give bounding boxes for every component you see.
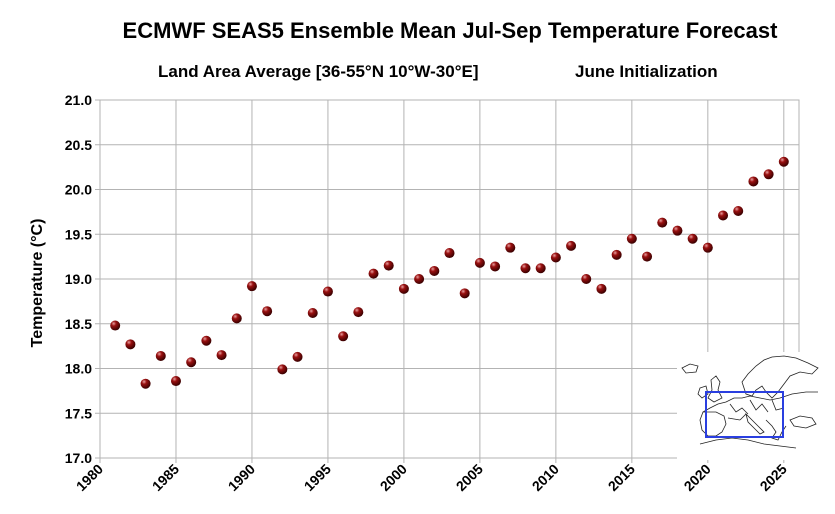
data-point xyxy=(216,350,227,361)
data-point xyxy=(459,288,470,299)
data-point xyxy=(733,205,744,216)
data-point xyxy=(231,313,242,324)
data-point xyxy=(429,265,440,276)
data-point xyxy=(672,225,683,236)
x-tick-label: 2015 xyxy=(605,461,638,494)
x-tick-label: 2010 xyxy=(529,461,562,494)
data-point xyxy=(125,339,136,350)
data-point xyxy=(292,351,303,362)
data-point xyxy=(474,257,485,268)
data-point xyxy=(322,286,333,297)
data-point xyxy=(277,364,288,375)
data-point xyxy=(611,249,622,260)
data-point xyxy=(687,233,698,244)
data-point xyxy=(186,357,197,368)
plot-frame xyxy=(99,99,800,459)
data-point xyxy=(626,233,637,244)
x-tick-label: 2005 xyxy=(453,461,486,494)
data-point xyxy=(505,242,516,253)
data-point xyxy=(535,263,546,274)
data-points xyxy=(110,156,789,389)
data-point xyxy=(155,350,166,361)
data-point xyxy=(201,335,212,346)
data-point xyxy=(550,252,561,263)
x-tick-label: 2020 xyxy=(681,461,714,494)
data-point xyxy=(763,169,774,180)
data-point xyxy=(307,308,318,319)
initialization-label: June Initialization xyxy=(575,62,718,81)
data-point xyxy=(398,283,409,294)
data-point xyxy=(170,376,181,387)
data-point xyxy=(596,283,607,294)
data-point xyxy=(140,378,151,389)
x-tick-label: 2000 xyxy=(377,461,410,494)
y-tick-label: 17.5 xyxy=(65,405,92,421)
data-point xyxy=(778,156,789,167)
data-point xyxy=(566,240,577,251)
data-point xyxy=(444,248,455,259)
y-tick-label: 19.5 xyxy=(65,226,92,242)
data-point xyxy=(338,331,349,342)
x-tick-label: 1995 xyxy=(301,461,334,494)
x-tick-label: 1990 xyxy=(225,461,258,494)
x-tick-label: 2025 xyxy=(757,461,790,494)
y-tick-label: 19.0 xyxy=(65,271,92,287)
y-axis-ticks: 17.0 17.5 18.0 18.5 19.0 19.5 20.0 20.5 21.0 xyxy=(65,92,92,466)
data-point xyxy=(748,176,759,187)
x-axis-ticks: 1980 1985 1990 1995 2000 2005 2010 2015 2020 2025 xyxy=(73,461,790,494)
chart-subtitle: Land Area Average [36-55°N 10°W-30°E] xyxy=(158,62,479,81)
y-tick-label: 21.0 xyxy=(65,92,92,108)
chart-title: ECMWF SEAS5 Ensemble Mean Jul-Sep Temper… xyxy=(122,18,778,43)
y-tick-label: 17.0 xyxy=(65,450,92,466)
data-point xyxy=(718,210,729,221)
y-tick-label: 20.5 xyxy=(65,137,92,153)
y-tick-label: 20.0 xyxy=(65,182,92,198)
data-point xyxy=(383,260,394,271)
data-point xyxy=(657,217,668,228)
data-point xyxy=(368,268,379,279)
region-box xyxy=(705,391,784,438)
data-point xyxy=(490,261,501,272)
europe-inset-map xyxy=(677,352,825,460)
data-point xyxy=(262,306,273,317)
data-point xyxy=(246,281,257,292)
data-point xyxy=(520,263,531,274)
data-point xyxy=(353,307,364,318)
x-tick-label: 1985 xyxy=(149,461,182,494)
data-point xyxy=(110,320,121,331)
data-point xyxy=(702,242,713,253)
data-point xyxy=(642,251,653,262)
y-axis-label: Temperature (°C) xyxy=(29,219,46,348)
y-tick-label: 18.0 xyxy=(65,361,92,377)
data-point xyxy=(581,274,592,284)
y-tick-label: 18.5 xyxy=(65,316,92,332)
data-point xyxy=(414,274,425,284)
